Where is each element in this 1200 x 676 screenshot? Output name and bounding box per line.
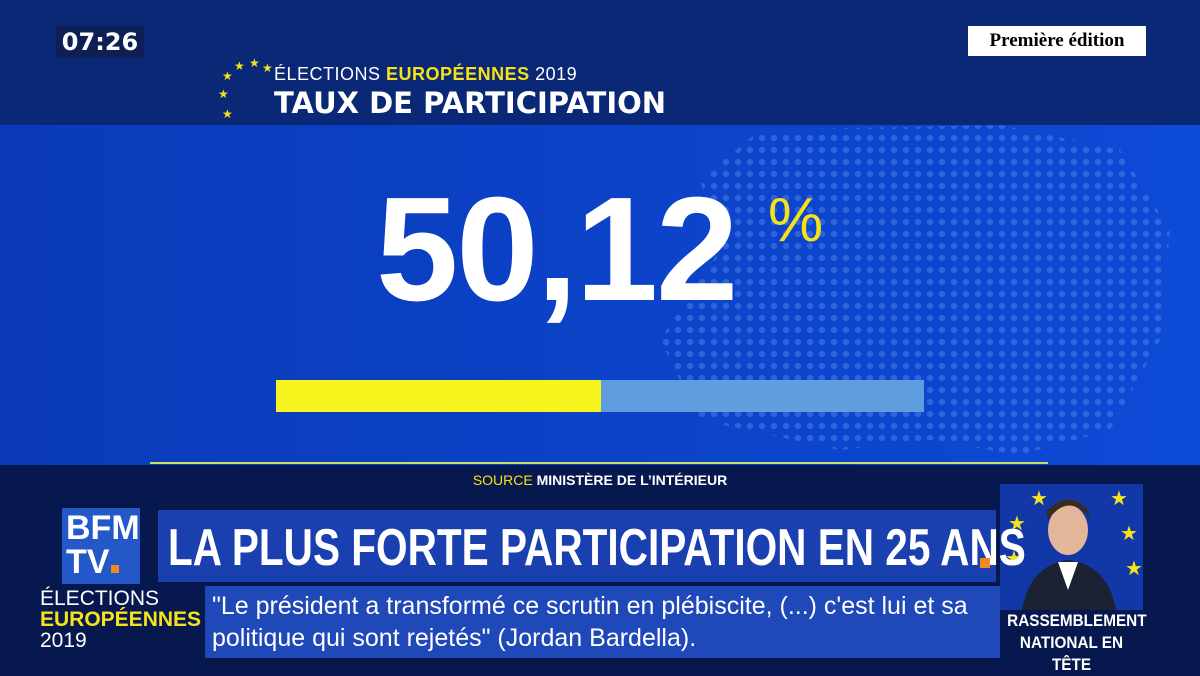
turnout-unit: % <box>768 186 824 255</box>
quote: "Le président a transformé ce scrutin en… <box>212 592 968 652</box>
headline-box <box>158 510 996 582</box>
source-text: MINISTÈRE DE L’INTÉRIEUR <box>536 472 728 488</box>
svg-text:★: ★ <box>1008 513 1026 535</box>
caption-line: NATIONAL EN TÊTE <box>1019 633 1124 674</box>
caption-line: RASSEMBLEMENT <box>1007 611 1147 630</box>
turnout-label: 50,12 <box>376 167 738 332</box>
clock: 07:26 <box>56 26 144 58</box>
header-title: TAUX DE PARTICIPATION <box>274 86 667 120</box>
program-name: Première édition <box>968 26 1146 56</box>
svg-text:★: ★ <box>234 59 245 73</box>
tag-line: ÉLECTIONS <box>40 587 160 610</box>
tag-line: 2019 <box>40 629 87 652</box>
svg-text:★: ★ <box>1110 488 1128 510</box>
ticker-tag: ÉLECTIONS EUROPÉENNES 2019 <box>40 588 201 651</box>
svg-text:★: ★ <box>1030 488 1048 510</box>
header-prefix: ÉLECTIONS <box>274 64 381 84</box>
svg-text:★: ★ <box>249 56 260 70</box>
header-line: ÉLECTIONS EUROPÉENNES 2019 <box>274 64 577 85</box>
header-suffix: 2019 <box>535 64 578 84</box>
divider <box>150 462 1048 464</box>
portrait: ★★ ★★★ ★ <box>1000 484 1143 610</box>
svg-text:★: ★ <box>222 69 233 83</box>
source-prefix: SOURCE <box>472 472 533 488</box>
headline-dot <box>980 558 990 568</box>
svg-text:★: ★ <box>222 107 233 121</box>
logo-line: BFM <box>66 509 140 547</box>
svg-text:★: ★ <box>1120 523 1138 545</box>
tag-line: EUROPÉENNES <box>40 608 202 631</box>
progress-track <box>276 380 924 412</box>
svg-text:★: ★ <box>218 87 229 101</box>
source: SOURCE MINISTÈRE DE L’INTÉRIEUR <box>0 472 1200 488</box>
logo-line: TV <box>66 543 110 581</box>
svg-text:★: ★ <box>1005 548 1023 570</box>
channel-logo: BFM TV <box>62 508 140 584</box>
header-highlight: EUROPÉENNES <box>386 64 530 84</box>
side-caption: RASSEMBLEMENT NATIONAL EN TÊTE <box>1007 610 1147 676</box>
progress-bar <box>276 380 601 412</box>
svg-text:★: ★ <box>262 61 273 75</box>
quote-box <box>205 586 1000 658</box>
svg-text:★: ★ <box>1125 558 1143 580</box>
logo-line: TV <box>66 545 140 579</box>
headline: LA PLUS FORTE PARTICIPATION EN 25 ANS <box>168 519 1026 577</box>
